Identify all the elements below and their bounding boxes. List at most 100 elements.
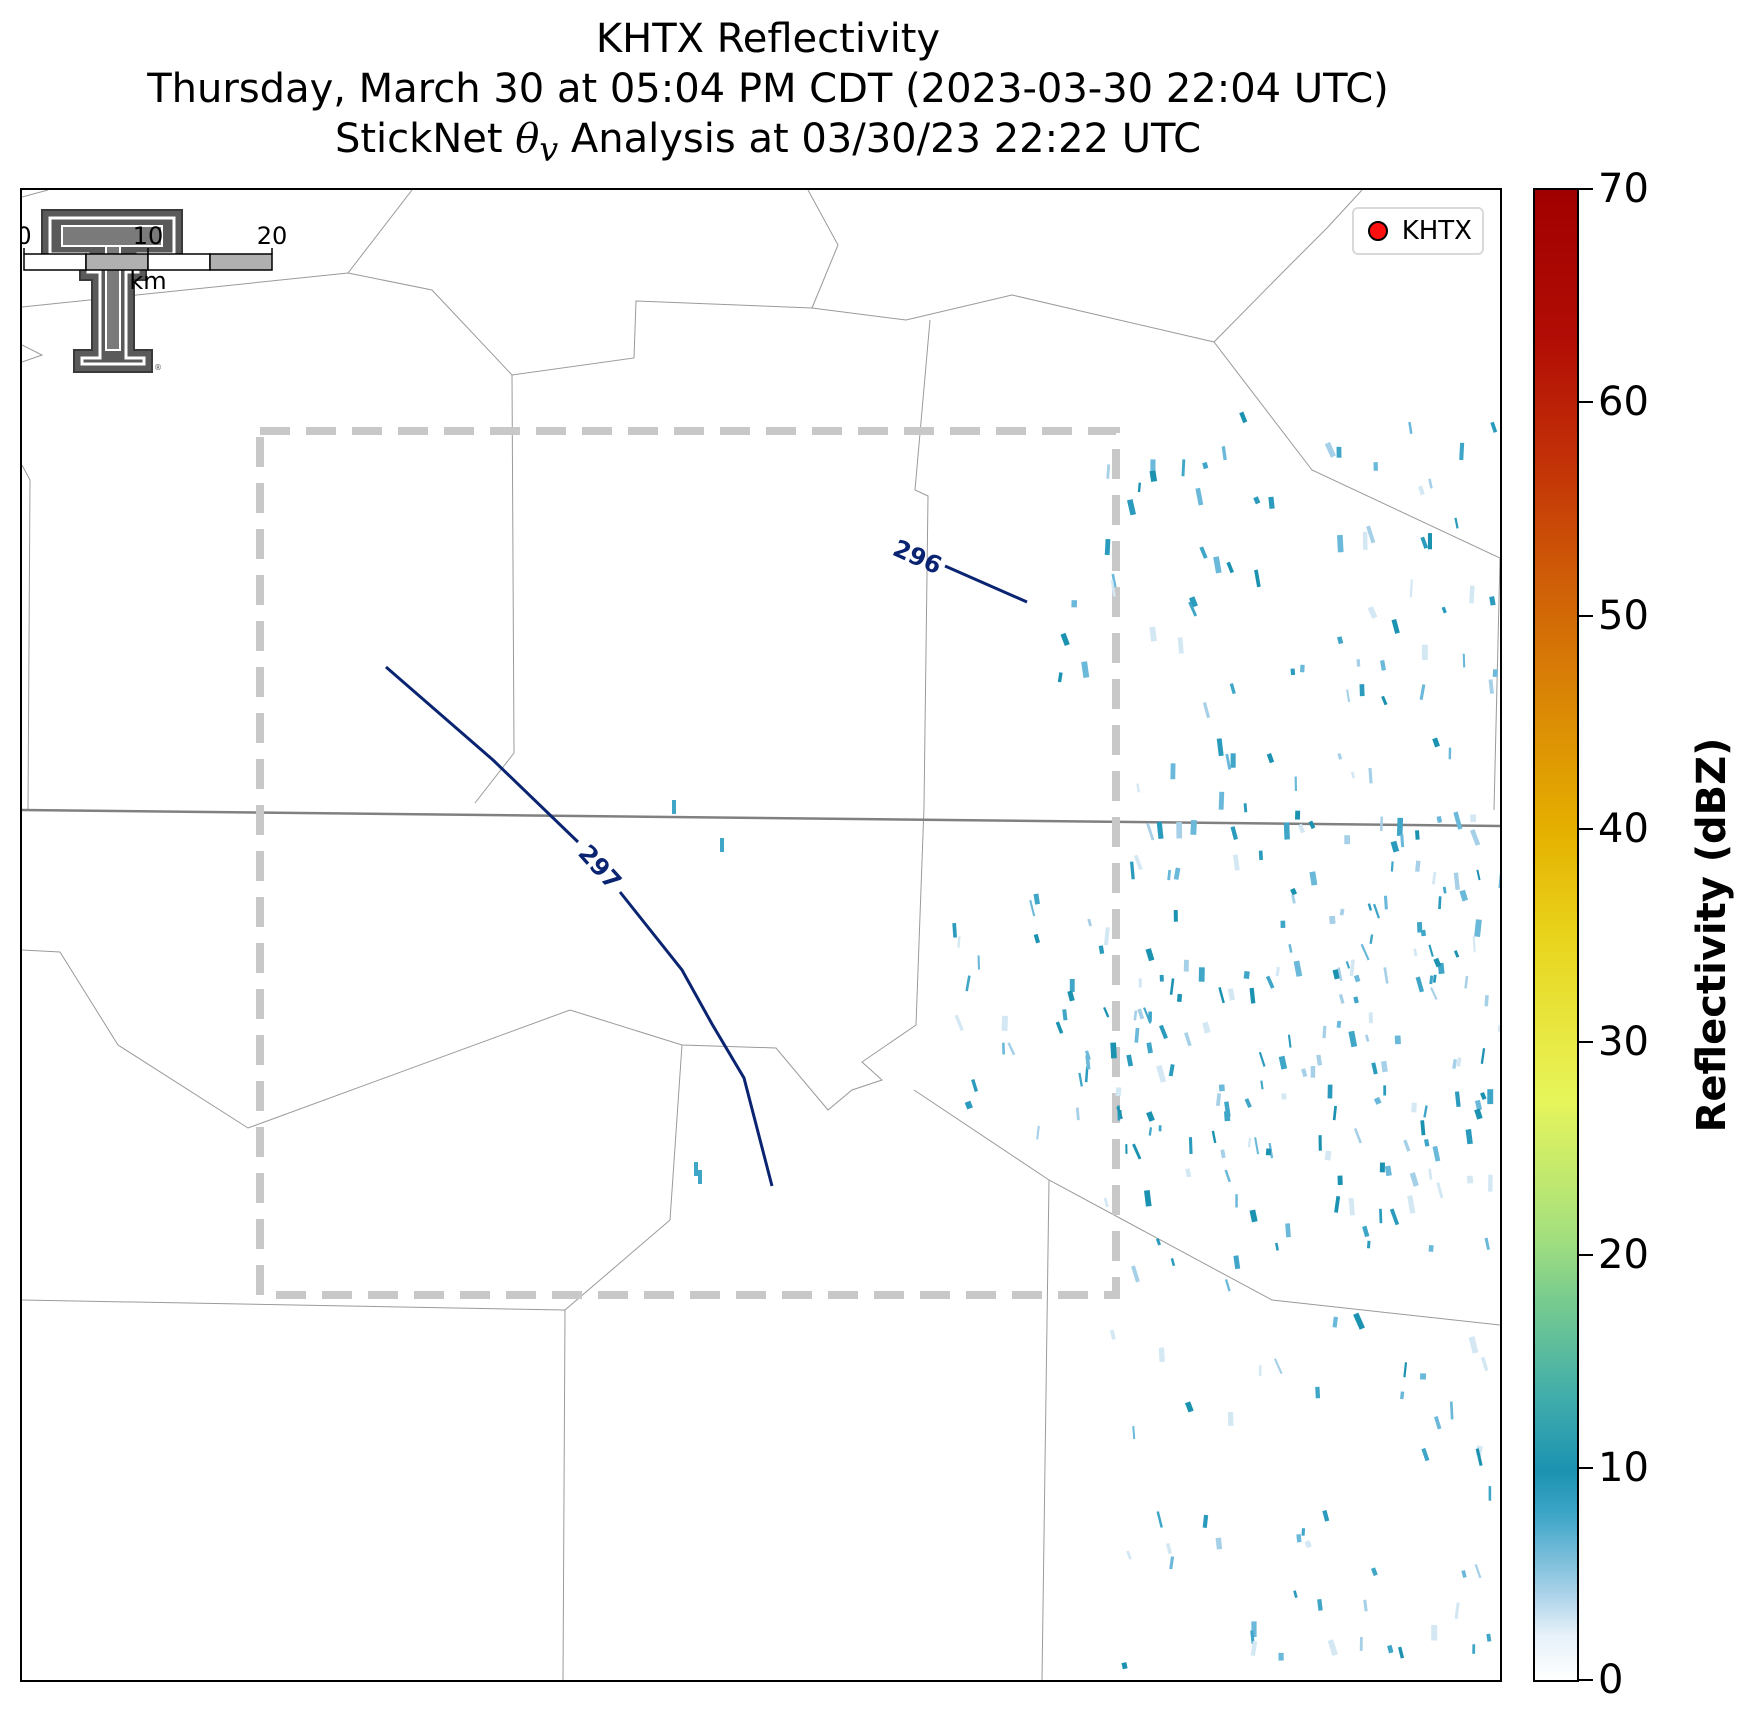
echo-cell bbox=[1134, 1027, 1140, 1043]
echo-cell bbox=[1224, 1169, 1231, 1183]
echo-cell bbox=[1420, 929, 1426, 937]
echo-cell bbox=[1346, 689, 1351, 703]
echo-cell bbox=[1165, 1543, 1173, 1555]
echo-cell bbox=[1188, 601, 1198, 617]
echo-cell bbox=[1373, 1096, 1382, 1105]
echo-cell bbox=[1300, 664, 1305, 673]
echo-cell bbox=[1398, 1646, 1405, 1659]
echo-cell bbox=[1235, 1194, 1238, 1208]
scale-segment bbox=[23, 253, 87, 271]
colorbar-label-0: 0 bbox=[1598, 1657, 1624, 1703]
echo-cell bbox=[1250, 1640, 1258, 1657]
county-line bbox=[22, 190, 49, 363]
map-canvas: 296 297 ® bbox=[22, 190, 1500, 1680]
echo-cell bbox=[1148, 1011, 1152, 1022]
echo-cell bbox=[1421, 1447, 1430, 1462]
echo-cell bbox=[1278, 1055, 1288, 1070]
echo-cell bbox=[1480, 1048, 1486, 1064]
colorbar-tick-mark bbox=[1579, 1041, 1593, 1043]
echo-cell bbox=[1177, 637, 1184, 654]
echo-cell bbox=[1287, 1034, 1292, 1048]
echo-cell bbox=[1316, 1054, 1323, 1066]
echo-cell bbox=[1084, 1066, 1089, 1083]
echo-cell bbox=[1470, 814, 1477, 823]
echo-cell bbox=[1239, 411, 1248, 424]
echo-cell bbox=[1125, 1144, 1128, 1154]
echo-cell bbox=[1033, 893, 1040, 905]
colorbar-tick-mark bbox=[1579, 1679, 1593, 1681]
echo-cell bbox=[1453, 950, 1460, 958]
county-line bbox=[1493, 557, 1500, 811]
echo-cell bbox=[1293, 960, 1303, 977]
echo-cell bbox=[1001, 1015, 1008, 1031]
echo-cell bbox=[1202, 702, 1211, 719]
echo-cell bbox=[1156, 1511, 1163, 1528]
echo-cell bbox=[1260, 1080, 1264, 1090]
echo-cell bbox=[1452, 1058, 1457, 1069]
echo-cell bbox=[1218, 791, 1225, 810]
echo-cell bbox=[1103, 1007, 1110, 1018]
echo-cell bbox=[1433, 957, 1442, 968]
echo-cell bbox=[1490, 421, 1498, 433]
echo-cell bbox=[1371, 1062, 1378, 1075]
echo-cell bbox=[1498, 873, 1500, 889]
echo-cell bbox=[1293, 1590, 1298, 1599]
echo-cell bbox=[1224, 1279, 1231, 1292]
echo-cell bbox=[1487, 1089, 1494, 1105]
echo-cell bbox=[1427, 533, 1432, 550]
echo-cell bbox=[1318, 1135, 1322, 1151]
echo-cell bbox=[1176, 822, 1183, 839]
echo-cell bbox=[1136, 783, 1140, 793]
echo-cell bbox=[1360, 943, 1370, 961]
echo-cell bbox=[1294, 776, 1298, 791]
echo-cell bbox=[1104, 539, 1111, 556]
echo-cell bbox=[1429, 975, 1434, 985]
echo-cell bbox=[1472, 1644, 1476, 1654]
echo-cell bbox=[1249, 1209, 1258, 1223]
echo-cell bbox=[1349, 959, 1355, 977]
colorbar bbox=[1533, 188, 1579, 1682]
echo-cell bbox=[1254, 569, 1261, 588]
echo-cell bbox=[1111, 573, 1117, 588]
echo-cell bbox=[1198, 967, 1205, 982]
echo-cell bbox=[1390, 840, 1400, 853]
echo-cell bbox=[1275, 966, 1280, 977]
echo-cell bbox=[1060, 632, 1070, 646]
echo-cell bbox=[1226, 561, 1234, 574]
echo-cell bbox=[1396, 817, 1404, 836]
echo-cell bbox=[1353, 974, 1361, 983]
echo-cell bbox=[1258, 1365, 1262, 1376]
echo-cell bbox=[1334, 1195, 1341, 1213]
echo-cell bbox=[1227, 1411, 1234, 1426]
echo-cell bbox=[1253, 496, 1261, 505]
echo-cell bbox=[1387, 1644, 1394, 1654]
colorbar-label-20: 20 bbox=[1598, 1232, 1649, 1278]
echo-cell bbox=[1213, 556, 1222, 574]
echo-cell bbox=[1381, 1060, 1388, 1073]
county-line bbox=[22, 272, 1500, 559]
echo-cell bbox=[1407, 1195, 1416, 1214]
echo-cell bbox=[1367, 606, 1378, 619]
echo-cell bbox=[1436, 1182, 1444, 1199]
county-line bbox=[913, 1089, 1500, 1326]
echo-cell bbox=[1317, 1598, 1323, 1611]
map-panel[interactable]: 296 297 ® KHTX 0 10 20 km bbox=[20, 188, 1502, 1682]
echo-cell bbox=[1273, 1358, 1283, 1375]
echo-cell bbox=[1071, 600, 1078, 608]
echo-cell bbox=[1103, 1197, 1109, 1208]
county-boundaries bbox=[22, 190, 1500, 1680]
echo-cell bbox=[1127, 499, 1137, 516]
echo-cell bbox=[1327, 1639, 1338, 1657]
echo-cell bbox=[1356, 659, 1361, 667]
echo-cell bbox=[1294, 810, 1301, 820]
echo-cell bbox=[1146, 1042, 1153, 1054]
echo-cell bbox=[1211, 1130, 1217, 1144]
colorbar-tick-mark bbox=[1579, 1467, 1593, 1469]
echo-cell bbox=[1275, 1242, 1280, 1251]
echo-cell bbox=[1373, 903, 1380, 919]
echo-cell bbox=[1268, 496, 1275, 509]
echo-cell bbox=[1436, 815, 1443, 824]
echo-cell bbox=[1243, 803, 1248, 813]
echo-cell bbox=[1233, 1255, 1241, 1270]
theta-symbol: θ bbox=[515, 116, 540, 162]
